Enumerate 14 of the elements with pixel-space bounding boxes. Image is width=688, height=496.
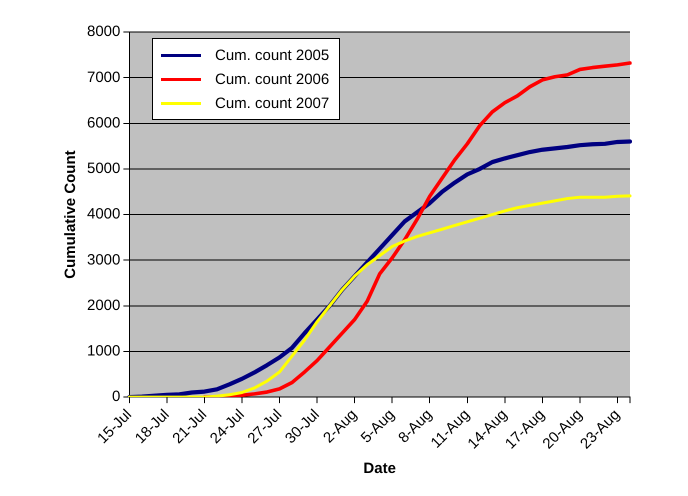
y-axis-title: Cumulative Count (62, 150, 80, 279)
legend-label: Cum. count 2006 (215, 70, 330, 88)
y-tick-label: 7000 (86, 68, 120, 86)
y-tick-label: 3000 (86, 251, 120, 268)
legend-label: Cum. count 2007 (215, 94, 330, 112)
y-tick-label: 2000 (86, 296, 120, 314)
y-tick-label: 1000 (86, 342, 120, 360)
y-tick-label: 4000 (86, 206, 120, 223)
y-tick-label: 6000 (86, 114, 120, 132)
y-tick-label: 0 (112, 388, 120, 406)
y-tick-label: 8000 (86, 23, 120, 40)
legend-label: Cum. count 2005 (215, 46, 330, 64)
x-axis-title: Date (363, 460, 396, 478)
y-tick-label: 5000 (86, 160, 120, 178)
